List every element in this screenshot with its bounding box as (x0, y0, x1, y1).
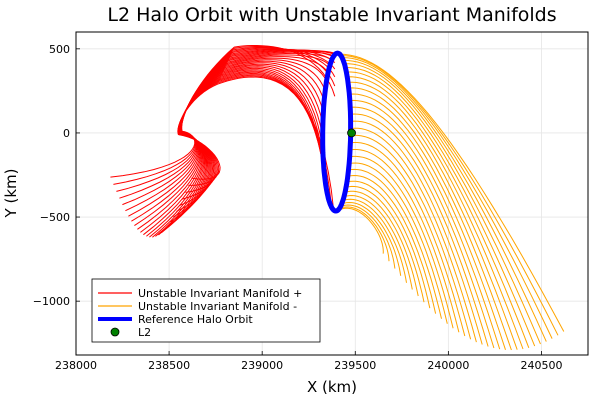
manifold-minus-trajectory (346, 180, 431, 309)
manifold-minus-trajectory (344, 63, 541, 345)
manifold-plus-trajectory (177, 76, 335, 211)
manifold-minus-trajectory (339, 53, 565, 332)
manifold-minus-trajectory (347, 174, 437, 314)
manifold-minus-trajectory (350, 134, 472, 340)
plot-area (110, 45, 565, 351)
y-tick-label: 500 (49, 43, 70, 56)
x-ticks: 238000 238500 239000 239500 240000 240500 (55, 351, 562, 372)
chart-title: L2 Halo Orbit with Unstable Invariant Ma… (107, 4, 556, 26)
x-tick-label: 239000 (241, 359, 283, 372)
y-tick-label: 0 (63, 127, 70, 140)
manifold-minus-trajectory (342, 198, 407, 283)
manifold-plus-group (110, 45, 336, 238)
manifold-minus-trajectory (345, 67, 536, 347)
grid (75, 32, 588, 355)
manifold-minus-group (338, 53, 565, 351)
manifold-minus-trajectory (350, 106, 495, 349)
x-tick-label: 239500 (334, 359, 376, 372)
legend-swatch-l2 (110, 327, 120, 337)
manifold-minus-trajectory (348, 87, 512, 351)
y-tick-label: −1000 (33, 295, 70, 308)
x-tick-label: 238000 (55, 359, 97, 372)
manifold-minus-trajectory (350, 120, 483, 345)
x-tick-label: 238500 (148, 359, 190, 372)
manifold-minus-trajectory (347, 76, 524, 350)
manifold-minus-trajectory (349, 155, 454, 329)
manifold-minus-trajectory (349, 93, 506, 350)
manifold-minus-trajectory (350, 142, 466, 337)
manifold-minus-trajectory (348, 168, 442, 319)
legend-label-l2: L2 (138, 326, 151, 339)
manifold-minus-trajectory (349, 162, 448, 324)
manifold-minus-trajectory (346, 71, 530, 348)
manifold-minus-trajectory (340, 204, 396, 269)
y-ticks: 500 0 −500 −1000 (33, 43, 80, 308)
legend-label-manifold-plus: Unstable Invariant Manifold + (138, 287, 302, 300)
manifold-minus-trajectory (345, 185, 425, 303)
manifold-minus-trajectory (341, 201, 402, 276)
y-tick-label: −500 (40, 211, 70, 224)
x-tick-label: 240000 (427, 359, 469, 372)
legend-label-manifold-minus: Unstable Invariant Manifold - (138, 300, 297, 313)
manifold-minus-trajectory (342, 57, 553, 339)
manifold-minus-trajectory (350, 149, 460, 333)
manifold-minus-trajectory (343, 194, 413, 290)
manifold-minus-trajectory (350, 127, 477, 343)
manifold-minus-trajectory (343, 59, 547, 342)
legend: Unstable Invariant Manifold + Unstable I… (91, 278, 321, 343)
y-axis-label: Y (km) (2, 169, 20, 219)
halo-orbit (320, 50, 354, 214)
manifold-minus-trajectory (344, 190, 419, 297)
plot-frame (75, 31, 589, 356)
manifold-minus-trajectory (349, 99, 501, 350)
l2-marker (347, 128, 356, 138)
manifold-minus-trajectory (350, 113, 489, 347)
legend-label-halo-orbit: Reference Halo Orbit (138, 313, 253, 326)
manifold-minus-trajectory (348, 81, 518, 350)
x-axis-label: X (km) (307, 378, 357, 396)
legend-box (91, 278, 321, 343)
manifold-minus-trajectory (338, 207, 384, 254)
x-tick-label: 240500 (520, 359, 562, 372)
manifold-minus-trajectory (340, 55, 559, 336)
manifold-minus-trajectory (339, 206, 390, 262)
